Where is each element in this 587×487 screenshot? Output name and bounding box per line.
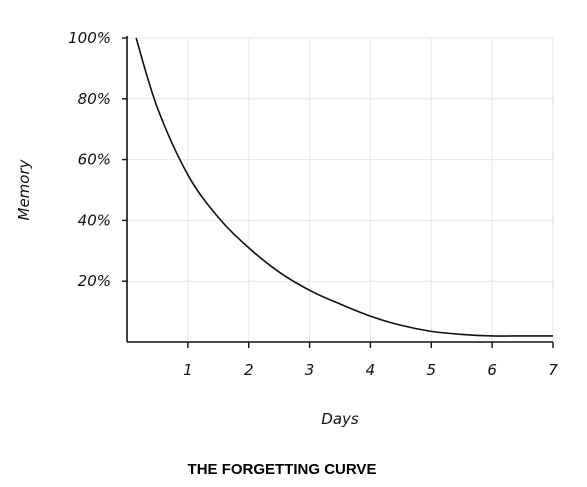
x-tick-label: 1 xyxy=(183,361,193,379)
series xyxy=(135,37,553,337)
x-tick-label: 4 xyxy=(366,361,376,379)
axes xyxy=(126,36,553,343)
y-tick-label: 60% xyxy=(78,151,111,169)
x-tick-label: 6 xyxy=(487,361,497,379)
x-axis-title: Days xyxy=(321,410,359,428)
y-tick-label: 40% xyxy=(78,211,111,229)
grid xyxy=(127,37,554,342)
x-tick-label: 3 xyxy=(305,361,315,379)
y-tick-label: 20% xyxy=(78,272,111,290)
y-tick-label: 80% xyxy=(78,90,111,108)
memory-curve-line xyxy=(135,37,553,337)
x-tick-label: 2 xyxy=(244,361,254,379)
x-tick-label: 5 xyxy=(427,361,437,379)
chart-title: THE FORGETTING CURVE xyxy=(188,461,377,478)
x-ticks: 1 2 3 4 5 6 7 xyxy=(183,342,558,379)
y-tick-label: 100% xyxy=(68,29,111,47)
y-axis-title: Memory xyxy=(15,158,33,220)
y-ticks: 20% 40% 60% 80% 100% xyxy=(68,29,127,290)
x-tick-label: 7 xyxy=(548,361,558,379)
